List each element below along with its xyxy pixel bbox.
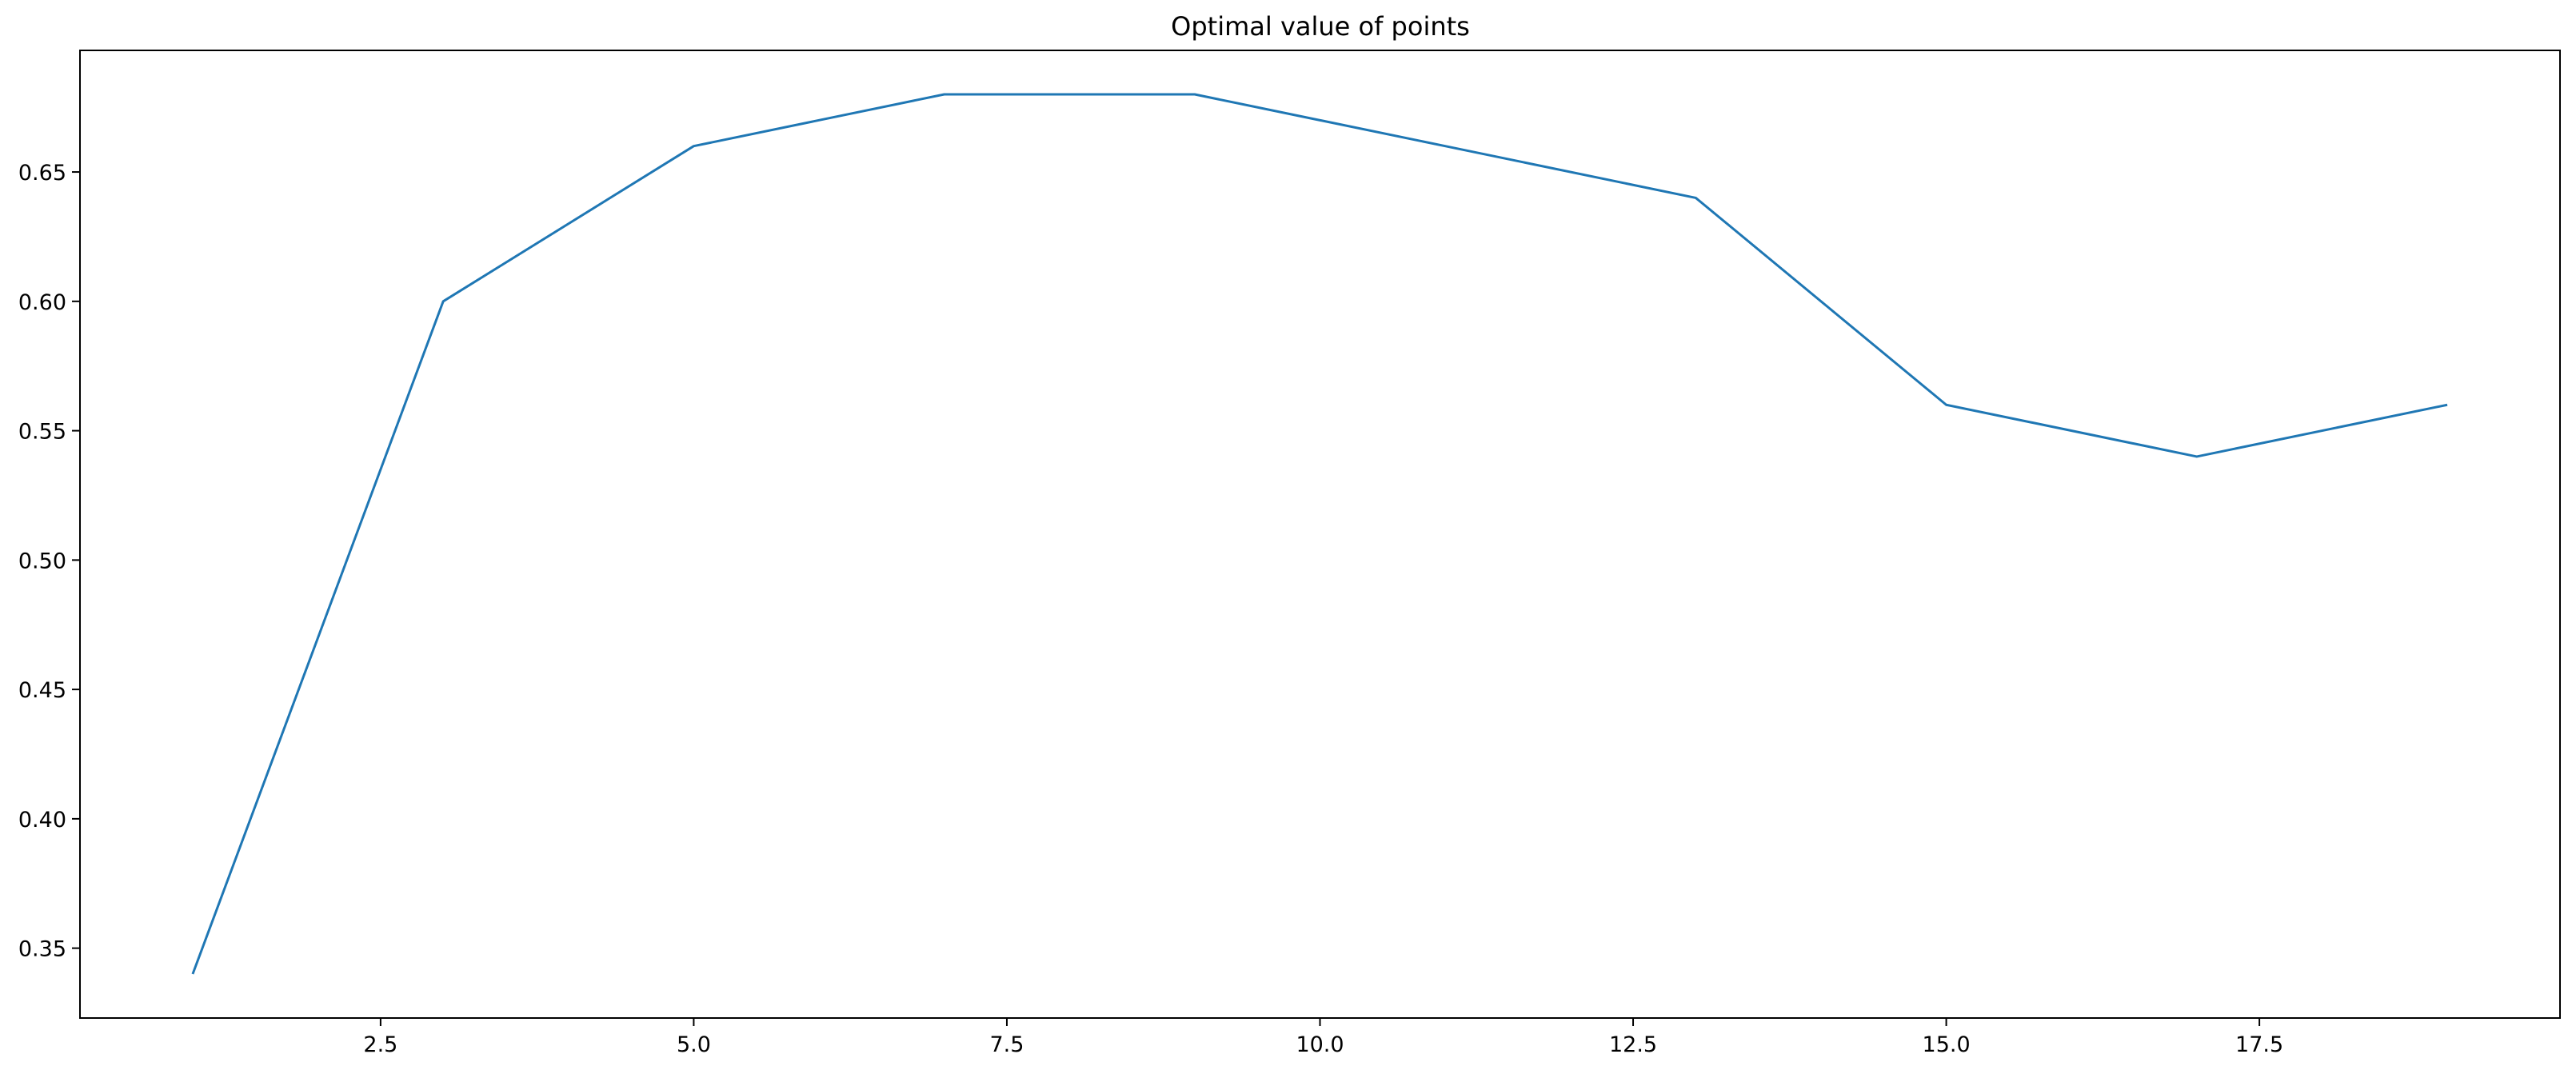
x-tick-label: 5.0 [677,1032,711,1057]
x-tick-label: 10.0 [1296,1032,1344,1057]
x-tick-label: 17.5 [2235,1032,2283,1057]
y-tick-label: 0.60 [18,290,66,315]
chart-title: Optimal value of points [1171,11,1470,42]
y-tick-label: 0.40 [18,808,66,832]
x-tick-label: 15.0 [1923,1032,1971,1057]
x-tick-label: 2.5 [363,1032,397,1057]
y-tick-label: 0.45 [18,678,66,703]
x-tick-label: 7.5 [989,1032,1024,1057]
x-tick-label: 12.5 [1609,1032,1657,1057]
y-tick-label: 0.35 [18,937,66,962]
y-tick-label: 0.55 [18,420,66,445]
y-tick-label: 0.65 [18,161,66,186]
y-tick-label: 0.50 [18,549,66,573]
